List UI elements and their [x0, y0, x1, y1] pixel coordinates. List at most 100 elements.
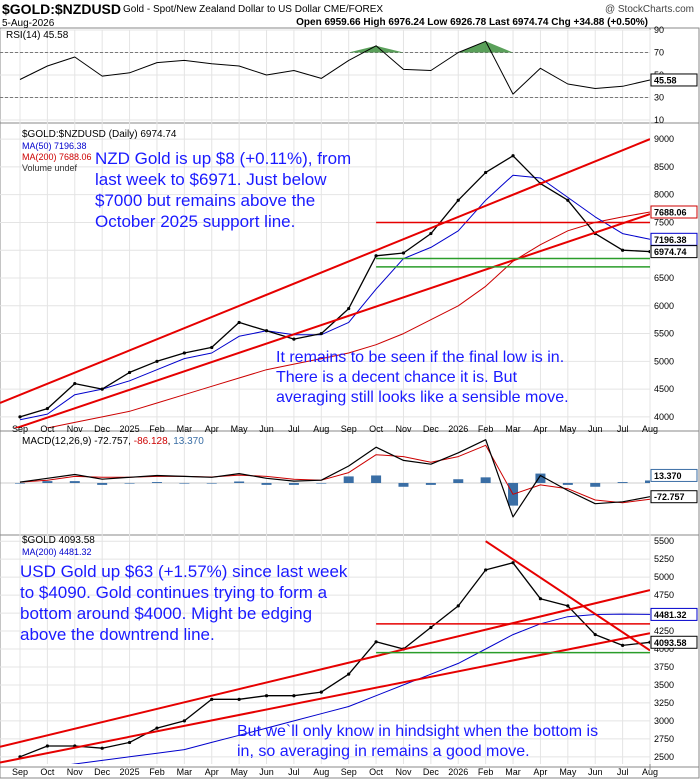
usd-y-tick-label: 3500	[654, 680, 674, 690]
usd-price-point	[264, 694, 269, 698]
usd-ma200-tag: 4481.32	[654, 610, 687, 620]
usd-legend-ma200: MA(200) 4481.32	[22, 547, 92, 557]
nzd-price-point	[237, 320, 241, 325]
usd-y-tick-label: 5000	[654, 572, 674, 582]
usd-annotation-1: USD Gold up $63 (+1.57%) since last week…	[20, 562, 348, 644]
macd-legend: MACD(12,26,9) -72.757, -86.128, 13.370	[22, 436, 204, 447]
nzd-legend-main: $GOLD:$NZDUSD (Daily) 6974.74	[22, 129, 177, 140]
usd-lower-trendline	[0, 632, 650, 764]
macd-histogram-bar	[179, 483, 190, 484]
usd-ma200-line	[70, 613, 650, 764]
usd-last-tag-box	[650, 635, 698, 649]
usd-price-point	[347, 672, 351, 676]
macd-value-tag-box	[650, 490, 698, 504]
usd-legend-main: $GOLD 4093.58	[22, 535, 95, 546]
x-tick-label-bottom: Jun	[588, 767, 603, 777]
x-tick-label-bottom: Sep	[12, 767, 28, 777]
macd-histogram-bar	[617, 482, 628, 483]
macd-histogram-bar	[425, 483, 436, 485]
macd-line	[19, 439, 650, 518]
x-tick-label-mid: Oct	[369, 424, 384, 434]
usd-y-tick-label: 3000	[654, 716, 674, 726]
usd-price-point	[155, 726, 159, 730]
usd-price-point	[45, 744, 49, 748]
macd-histogram-bar	[453, 479, 464, 483]
usd-price-line	[19, 562, 650, 758]
x-tick-label-mid: Feb	[149, 424, 165, 434]
macd-legend-macd: -72.757	[94, 436, 129, 447]
nzd-legend-ma200: MA(200) 7688.06	[22, 152, 92, 162]
x-tick-label-mid: Apr	[533, 424, 547, 434]
x-tick-label-bottom: May	[559, 767, 577, 777]
macd-histogram-bar	[316, 483, 327, 484]
usd-price-point	[456, 604, 460, 608]
macd-histogram-bar	[15, 483, 25, 484]
nzd-price-point	[456, 198, 460, 202]
x-tick-label-bottom: Mar	[177, 767, 193, 777]
x-tick-label-mid: Sep	[12, 424, 28, 434]
usd-price-point	[621, 643, 625, 648]
x-tick-label-bottom: Sep	[341, 767, 357, 777]
usd-y-tick-label: 2500	[654, 752, 674, 762]
macd-histogram-bar	[97, 483, 108, 485]
nzd-price-point	[45, 406, 49, 411]
macd-histogram-bar	[288, 483, 299, 485]
rsi-legend: RSI(14) 45.58	[6, 31, 68, 41]
nzd-y-tick-label: 8500	[654, 162, 674, 172]
nzd-price-point	[100, 387, 104, 391]
x-tick-label-bottom: Dec	[423, 767, 440, 777]
nzd-price-point	[182, 351, 186, 355]
x-tick-label-mid: May	[559, 424, 577, 434]
x-tick-label-mid: Jul	[617, 424, 629, 434]
nzd-price-point	[648, 250, 650, 254]
usd-y-tick-label: 3750	[654, 662, 674, 672]
nzd-lower-trendline	[13, 213, 650, 428]
x-tick-label-mid: May	[231, 424, 249, 434]
rsi-overbought-fill	[20, 41, 650, 53]
usd-downtrend-line	[485, 540, 650, 652]
x-tick-label-bottom: Apr	[205, 767, 219, 777]
usd-price-point	[210, 697, 214, 701]
rsi-y-tick-label: 70	[654, 48, 664, 58]
x-tick-label-bottom: 2026	[448, 767, 468, 777]
nzd-price-point	[566, 198, 570, 202]
usd-ma200-tag-box	[650, 607, 698, 621]
chart-description: Gold - Spot/New Zealand Dollar to US Dol…	[123, 4, 384, 15]
ohlc-readout: Open 6959.66 High 6976.24 Low 6926.78 La…	[296, 17, 648, 28]
usd-y-tick-label: 4000	[654, 644, 674, 654]
nzd-legend-ma50: MA(50) 7196.38	[22, 141, 87, 151]
macd-histogram-bar	[480, 477, 491, 483]
x-tick-label-mid: Nov	[395, 424, 412, 434]
nzd-y-tick-label: 7500	[654, 217, 674, 227]
nzd-y-tick-label: 6500	[654, 273, 674, 283]
usd-price-point	[593, 633, 597, 637]
x-tick-label-mid: Dec	[423, 424, 440, 434]
rsi-y-tick-label: 10	[654, 115, 664, 125]
nzd-last-tag: 6974.74	[654, 247, 687, 257]
usd-price-point	[648, 640, 650, 644]
macd-histogram-bar	[206, 483, 217, 484]
usd-price-point	[566, 604, 570, 608]
x-tick-label-bottom: Aug	[642, 767, 658, 777]
x-tick-label-bottom: Jun	[259, 767, 274, 777]
macd-value-tag: -72.757	[654, 492, 685, 502]
nzd-price-point	[292, 337, 296, 341]
x-tick-label-mid: Jun	[259, 424, 274, 434]
nzd-annotation-2: It remains to be seen if the final low i…	[276, 349, 569, 406]
chart-frame	[0, 27, 700, 779]
nzd-price-point	[484, 170, 488, 175]
macd-legend-prefix: MACD(12,26,9)	[22, 436, 92, 447]
macd-histogram-bar	[371, 475, 382, 483]
rsi-legend-text: RSI(14) 45.58	[6, 30, 69, 41]
usd-price-point	[182, 719, 186, 723]
x-tick-label-bottom: Apr	[533, 767, 547, 777]
rsi-value-tag-box	[650, 73, 698, 87]
nzd-price-point	[127, 370, 132, 375]
rsi-value-tag: 45.58	[654, 75, 677, 85]
rsi-line	[19, 40, 650, 95]
x-tick-label-mid: Jul	[288, 424, 300, 434]
x-tick-label-bottom: Jul	[617, 767, 629, 777]
macd-histogram-bar	[590, 483, 601, 487]
nzd-price-point	[374, 254, 378, 258]
usd-price-point	[538, 597, 543, 601]
